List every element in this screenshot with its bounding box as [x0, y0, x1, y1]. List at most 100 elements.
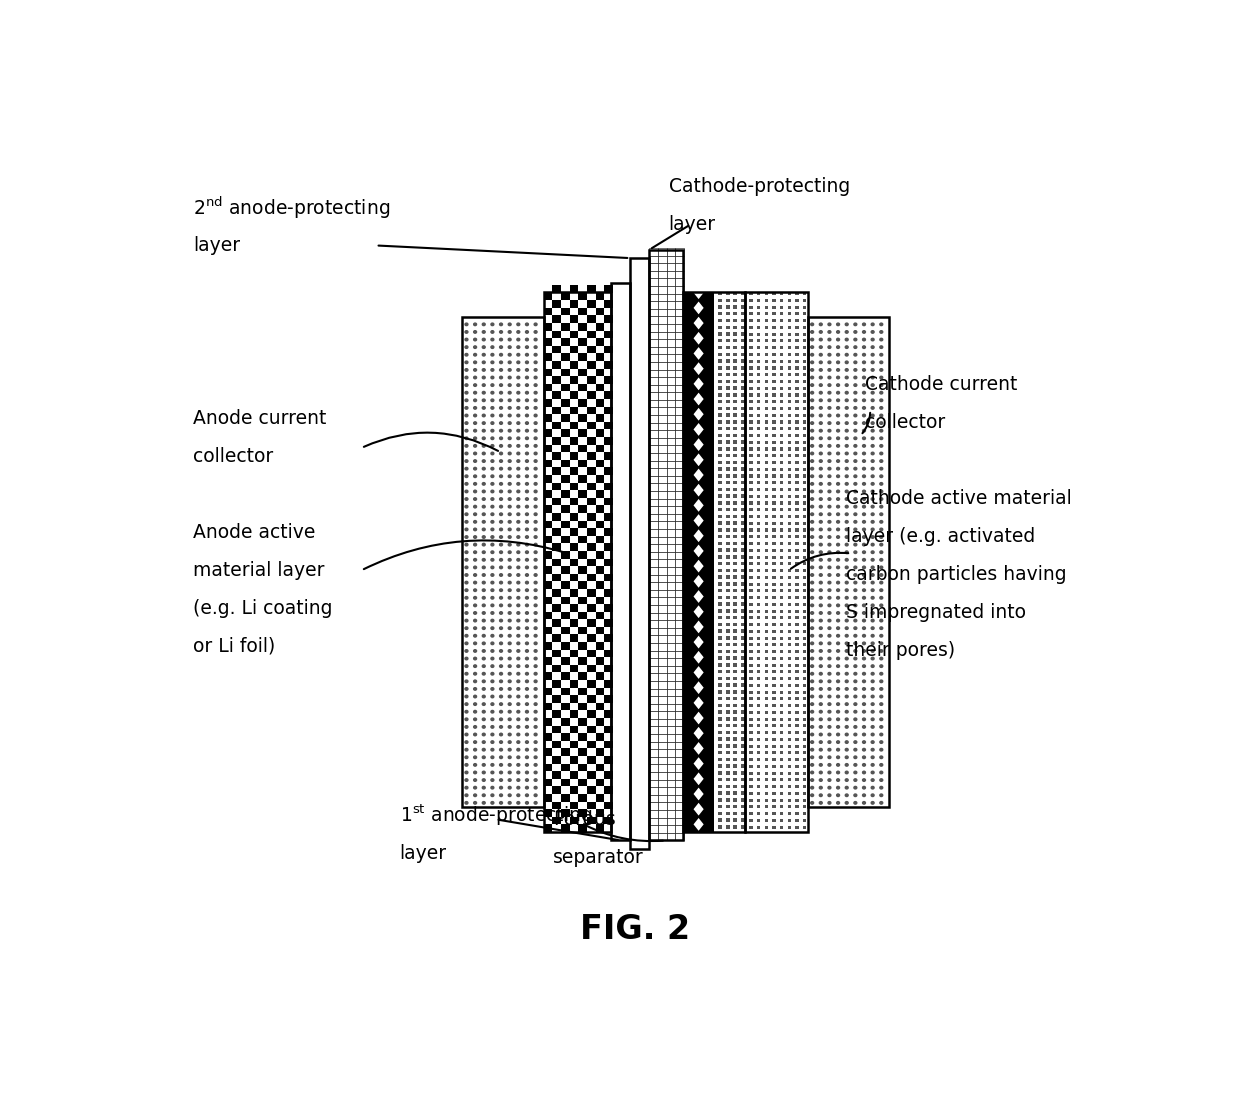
Bar [741, 306, 745, 309]
Bar [788, 657, 792, 660]
Circle shape [836, 414, 840, 416]
Bar [675, 833, 684, 841]
Bar [587, 817, 596, 824]
Bar [719, 507, 722, 511]
Bar [750, 596, 753, 600]
Circle shape [810, 794, 814, 797]
Bar [733, 670, 737, 673]
Circle shape [473, 361, 477, 364]
Circle shape [819, 710, 823, 713]
Bar [605, 437, 613, 445]
Bar [803, 791, 807, 795]
Bar [675, 643, 684, 651]
Circle shape [508, 467, 512, 470]
Bar [803, 494, 807, 498]
Circle shape [525, 521, 528, 523]
Bar [675, 673, 684, 681]
Bar [764, 758, 768, 761]
Bar [658, 620, 667, 628]
Bar [757, 509, 761, 511]
Circle shape [473, 627, 477, 629]
Circle shape [482, 650, 486, 652]
Bar [750, 393, 753, 397]
Bar [795, 387, 799, 390]
Bar [733, 393, 737, 397]
Circle shape [482, 695, 486, 698]
Circle shape [819, 430, 823, 432]
Circle shape [482, 635, 486, 637]
Bar [733, 407, 737, 410]
Circle shape [525, 422, 528, 424]
Bar [772, 758, 776, 761]
Bar [733, 690, 737, 694]
Bar [667, 765, 675, 772]
Bar [544, 521, 553, 528]
Circle shape [499, 567, 503, 569]
Circle shape [845, 665, 849, 667]
Circle shape [871, 787, 873, 789]
Bar [719, 804, 722, 809]
Bar [605, 391, 613, 399]
Circle shape [534, 346, 536, 349]
Bar [750, 380, 753, 383]
Circle shape [810, 551, 814, 553]
Bar [605, 300, 613, 308]
Circle shape [880, 718, 882, 720]
Circle shape [508, 384, 512, 387]
Bar [781, 488, 783, 491]
Circle shape [499, 718, 503, 720]
Bar [658, 696, 667, 704]
Bar [772, 697, 776, 700]
Bar [741, 319, 745, 322]
Bar [803, 650, 807, 653]
Bar [764, 751, 768, 754]
Bar [667, 545, 675, 551]
Bar [733, 292, 737, 295]
Bar [750, 704, 753, 707]
Bar [649, 825, 658, 833]
Circle shape [508, 445, 512, 447]
Bar [553, 756, 561, 764]
Circle shape [862, 687, 866, 690]
Circle shape [871, 505, 873, 507]
Bar [675, 559, 684, 567]
Circle shape [482, 794, 486, 797]
Circle shape [525, 794, 528, 797]
Bar [788, 528, 792, 532]
Circle shape [499, 445, 503, 447]
Bar [649, 658, 658, 665]
Bar [658, 339, 667, 346]
Bar [649, 346, 658, 354]
Bar [772, 293, 776, 295]
Circle shape [517, 354, 520, 356]
Bar [658, 309, 667, 317]
Circle shape [854, 665, 857, 667]
Circle shape [499, 726, 503, 728]
Bar [772, 643, 776, 647]
Text: Porous: Porous [554, 810, 616, 829]
Bar [772, 575, 776, 579]
Bar [605, 361, 613, 368]
Bar [750, 806, 753, 809]
Circle shape [465, 551, 468, 553]
Circle shape [491, 589, 494, 592]
Bar [675, 392, 684, 400]
Circle shape [534, 536, 536, 538]
Circle shape [499, 475, 503, 478]
Circle shape [482, 733, 486, 735]
Bar [605, 710, 613, 718]
Circle shape [836, 741, 840, 743]
Circle shape [854, 391, 857, 393]
Circle shape [508, 567, 512, 569]
Bar [579, 505, 587, 513]
Bar [649, 582, 658, 590]
Bar [781, 407, 783, 410]
Bar [795, 346, 799, 350]
Bar [772, 630, 776, 632]
Circle shape [517, 399, 520, 401]
Circle shape [491, 453, 494, 455]
Bar [596, 809, 605, 817]
Circle shape [491, 658, 494, 660]
Bar [544, 399, 553, 407]
Circle shape [482, 710, 486, 713]
